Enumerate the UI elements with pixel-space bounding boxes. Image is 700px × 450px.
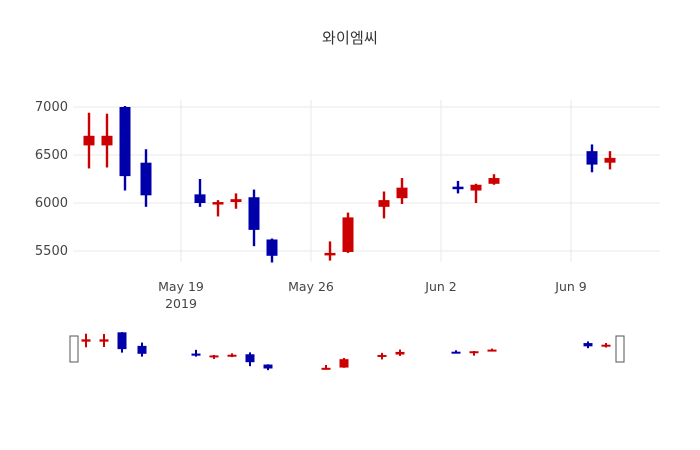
candle-body bbox=[119, 107, 131, 177]
overview-candle-body bbox=[191, 353, 201, 356]
x-axis-tick-label: May 26 bbox=[288, 279, 334, 294]
candle[interactable] bbox=[342, 212, 354, 253]
candle[interactable] bbox=[230, 193, 242, 209]
overview-candle-body bbox=[117, 332, 127, 350]
gridlines-group bbox=[73, 100, 660, 262]
range-handle-right[interactable] bbox=[615, 335, 625, 363]
candle[interactable] bbox=[140, 149, 152, 207]
overview-candle-body bbox=[469, 351, 479, 354]
candle-body bbox=[248, 197, 260, 230]
range-slider-overview[interactable] bbox=[69, 332, 625, 371]
x-axis-tick-label: Jun 2 bbox=[424, 279, 456, 294]
candle-body bbox=[604, 157, 616, 163]
candle[interactable] bbox=[324, 241, 336, 261]
overview-candle bbox=[395, 349, 405, 356]
overview-candle-wick bbox=[195, 349, 197, 357]
candle-body bbox=[452, 186, 464, 190]
x-axis-tick-sublabel: 2019 bbox=[165, 296, 197, 311]
overview-candle bbox=[583, 341, 593, 349]
candle-wick bbox=[198, 179, 202, 207]
candle[interactable] bbox=[604, 151, 616, 170]
overview-candle-body bbox=[263, 364, 273, 369]
overview-candle-body bbox=[245, 354, 255, 363]
range-handle-left[interactable] bbox=[69, 335, 79, 363]
candle[interactable] bbox=[266, 238, 278, 263]
candle-body bbox=[324, 252, 336, 256]
candle-body bbox=[378, 200, 390, 207]
y-axis-tick-label: 7000 bbox=[35, 100, 68, 115]
candle-body bbox=[212, 202, 224, 205]
x-axis-labels-group: May 19 2019 May 26 Jun 2 Jun 9 bbox=[158, 279, 587, 311]
candle[interactable] bbox=[452, 180, 464, 194]
candles-group[interactable] bbox=[83, 106, 616, 263]
overview-candle bbox=[487, 348, 497, 352]
overview-candle-body bbox=[339, 359, 349, 368]
overview-candle bbox=[245, 352, 255, 367]
overview-candle bbox=[209, 354, 219, 359]
candle-body bbox=[266, 239, 278, 256]
candle-body bbox=[488, 178, 500, 184]
overview-candle bbox=[469, 351, 479, 356]
candle[interactable] bbox=[378, 191, 390, 219]
y-axis-tick-label: 6500 bbox=[35, 148, 68, 163]
y-axis-labels-group: 7000 6500 6000 5500 bbox=[35, 100, 68, 259]
x-axis-tick-label: May 19 bbox=[158, 279, 204, 294]
overview-candle-body bbox=[137, 345, 147, 354]
candle[interactable] bbox=[396, 178, 408, 204]
candle[interactable] bbox=[470, 183, 482, 203]
candle[interactable] bbox=[586, 144, 598, 173]
candle-body bbox=[194, 194, 206, 203]
overview-candle-body bbox=[377, 354, 387, 357]
overview-candle-wick bbox=[473, 351, 475, 356]
overview-candle bbox=[99, 333, 109, 348]
overview-candle-body bbox=[487, 349, 497, 352]
overview-candle bbox=[377, 352, 387, 360]
candle-body bbox=[140, 162, 152, 196]
x-axis-tick-label: Jun 9 bbox=[554, 279, 587, 294]
candle-wick bbox=[216, 200, 220, 217]
candle-body bbox=[586, 151, 598, 165]
y-axis-tick-label: 5500 bbox=[35, 244, 68, 259]
candle-body bbox=[230, 199, 242, 203]
candle[interactable] bbox=[212, 200, 224, 217]
candle-body bbox=[342, 217, 354, 252]
overview-candle-wick bbox=[325, 365, 327, 370]
overview-candle-body bbox=[321, 367, 331, 370]
candle[interactable] bbox=[101, 113, 113, 168]
overview-candle bbox=[117, 332, 127, 353]
overview-candle bbox=[191, 349, 201, 357]
overview-candle bbox=[451, 350, 461, 354]
candle-wick bbox=[474, 183, 478, 203]
chart-title: 와이엠씨 bbox=[321, 29, 378, 47]
y-axis-tick-label: 6000 bbox=[35, 196, 68, 211]
candle[interactable] bbox=[119, 106, 131, 191]
candle-body bbox=[396, 187, 408, 199]
overview-candle-body bbox=[601, 344, 611, 347]
candle-body bbox=[470, 184, 482, 191]
overview-candle-body bbox=[583, 343, 593, 347]
candle[interactable] bbox=[248, 189, 260, 247]
candle[interactable] bbox=[83, 112, 95, 169]
overview-candle-body bbox=[227, 354, 237, 357]
candle[interactable] bbox=[488, 174, 500, 185]
candle-wick bbox=[328, 241, 332, 261]
candle[interactable] bbox=[194, 179, 206, 207]
overview-candle-body bbox=[209, 355, 219, 358]
overview-candle bbox=[321, 365, 331, 370]
candle-body bbox=[101, 135, 113, 146]
overview-candle bbox=[81, 333, 91, 348]
overview-candle bbox=[263, 364, 273, 371]
overview-candle bbox=[137, 342, 147, 357]
overview-candle-body bbox=[395, 351, 405, 355]
overview-candle-body bbox=[81, 339, 91, 342]
candle-body bbox=[83, 135, 95, 146]
overview-candle bbox=[339, 358, 349, 368]
overview-candle bbox=[227, 353, 237, 358]
overview-candle-body bbox=[99, 339, 109, 342]
overview-candle-body bbox=[451, 351, 461, 354]
overview-candle bbox=[601, 343, 611, 348]
